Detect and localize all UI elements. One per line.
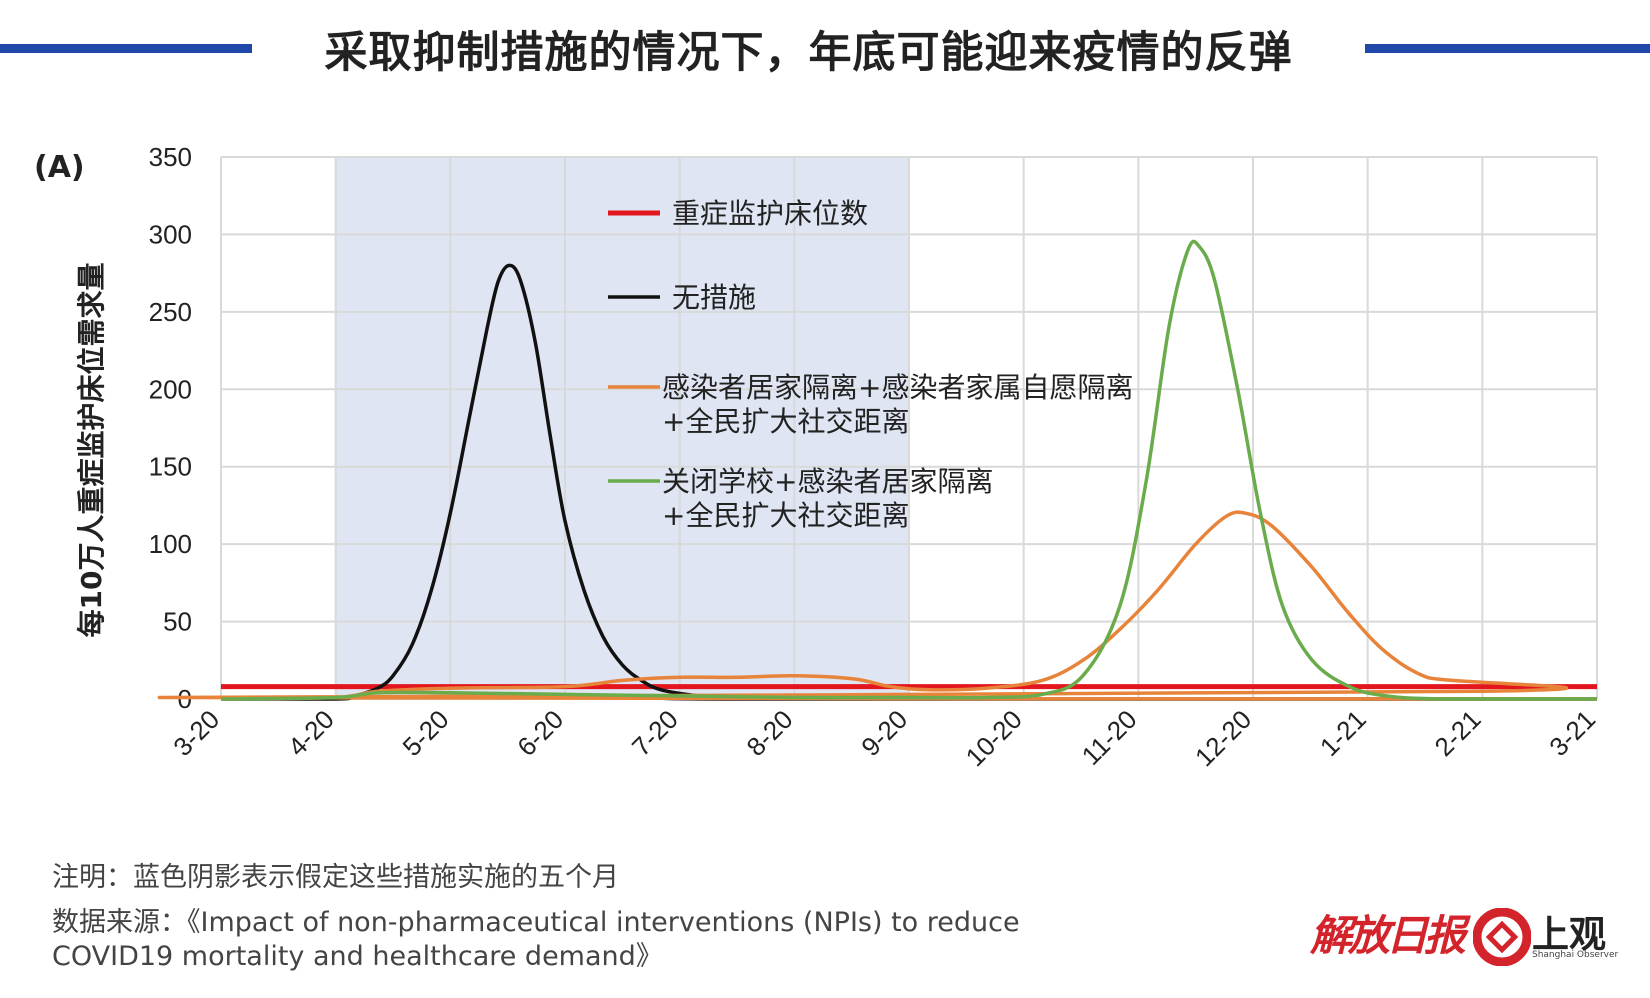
legend-label-2: 感染者居家隔离+感染者家属自愿隔离 [662, 371, 1133, 404]
y-tick-label: 50 [163, 607, 192, 637]
legend-label-3: 关闭学校+感染者居家隔离 [662, 465, 993, 498]
legend-label-3-line2: +全民扩大社交距离 [662, 499, 909, 532]
y-tick-label: 200 [149, 374, 192, 404]
y-tick-label: 100 [149, 529, 192, 559]
x-tick-label: 3-20 [167, 704, 225, 762]
data-source: 数据来源：《Impact of non-pharmaceutical inter… [52, 907, 1020, 972]
x-tick-label: 12-20 [1189, 704, 1257, 772]
x-tick-label: 4-20 [282, 704, 340, 762]
title-rule-right [1365, 44, 1650, 53]
series-line-3 [220, 239, 1597, 701]
x-tick-label: 11-20 [1076, 704, 1143, 771]
x-tick-label: 8-20 [741, 704, 799, 762]
x-tick-label: 10-20 [960, 704, 1028, 772]
logo-shangguan: 上观 [1532, 913, 1606, 956]
y-tick-label: 300 [149, 219, 192, 249]
logo-jiefang-daily: 解放日报 [1310, 911, 1466, 960]
shangguan-logo-icon [1473, 908, 1531, 966]
legend-label-1: 无措施 [672, 281, 756, 314]
x-tick-label: 1-21 [1314, 704, 1372, 762]
x-tick-label: 5-20 [397, 704, 455, 762]
x-tick-label: 2-21 [1429, 704, 1487, 762]
x-tick-label: 9-20 [855, 704, 913, 762]
y-tick-label: 350 [149, 142, 192, 172]
logo-shangguan-sub: Shanghai Observer [1532, 950, 1619, 960]
x-tick-label: 7-20 [626, 704, 684, 762]
title-rule-left [0, 44, 252, 53]
y-tick-label: 150 [149, 452, 192, 482]
page-title: 采取抑制措施的情况下，年底可能迎来疫情的反弹 [324, 28, 1293, 78]
x-tick-label: 6-20 [511, 704, 569, 762]
panel-label: (A) [34, 150, 85, 185]
legend-label-0: 重症监护床位数 [672, 197, 868, 230]
x-tick-label: 3-21 [1543, 704, 1601, 762]
legend-label-2-line2: +全民扩大社交距离 [662, 405, 909, 438]
title-bar: 采取抑制措施的情况下，年底可能迎来疫情的反弹 [0, 0, 1650, 100]
shaded-region [335, 157, 910, 699]
chart-note: 注明：蓝色阴影表示假定这些措施实施的五个月 [52, 862, 619, 893]
y-tick-label: 250 [149, 297, 192, 327]
